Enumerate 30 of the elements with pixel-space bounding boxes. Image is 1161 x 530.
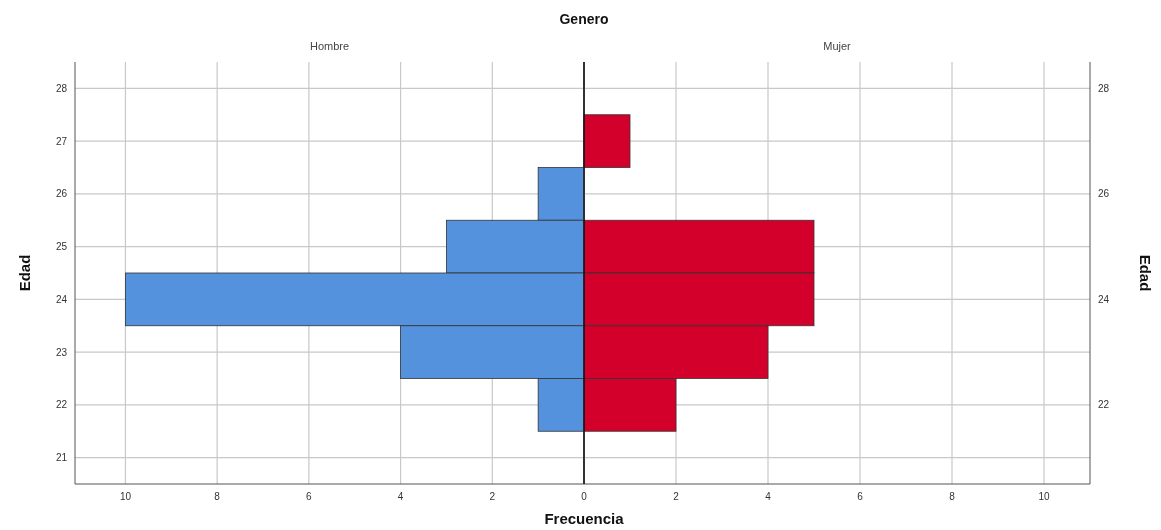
- x-tick-label: 6: [306, 491, 313, 502]
- y-tick-label: 21: [55, 452, 68, 464]
- y-tick-label: 26: [55, 188, 68, 200]
- x-tick-label: 8: [214, 491, 221, 502]
- y-tick-label: 28: [1098, 82, 1110, 94]
- x-tick-label: 8: [949, 491, 956, 502]
- x-tick-label: 10: [119, 491, 132, 502]
- x-tick-label: 2: [489, 491, 496, 502]
- y-tick-label: 24: [55, 293, 68, 305]
- x-tick-label: 2: [673, 491, 680, 502]
- x-tick-label: 6: [857, 491, 864, 502]
- x-tick-label: 0: [581, 491, 588, 502]
- y-axis-title: Edad: [16, 254, 33, 292]
- y-tick-label: 25: [55, 241, 68, 253]
- bar: [583, 114, 631, 168]
- x-tick-label: 10: [1038, 491, 1050, 502]
- y-tick-label: 22: [1098, 399, 1110, 411]
- y-tick-label: 24: [1098, 293, 1110, 305]
- y-tick-label: 26: [1098, 188, 1110, 200]
- x-tick-label: 4: [765, 491, 772, 502]
- chart-subtitle: Mujer: [823, 40, 852, 52]
- y-tick-label: 28: [55, 82, 68, 94]
- chart-subtitle: Hombre: [309, 40, 350, 52]
- y-tick-label: 27: [55, 135, 68, 147]
- y-tick-label: 23: [55, 346, 68, 358]
- x-tick-label: 4: [397, 491, 404, 502]
- chart-title: Genero: [559, 11, 609, 27]
- y-tick-label: 22: [55, 399, 68, 411]
- y-axis-title: Edad: [1137, 254, 1154, 292]
- x-axis-title: Frecuencia: [544, 510, 625, 527]
